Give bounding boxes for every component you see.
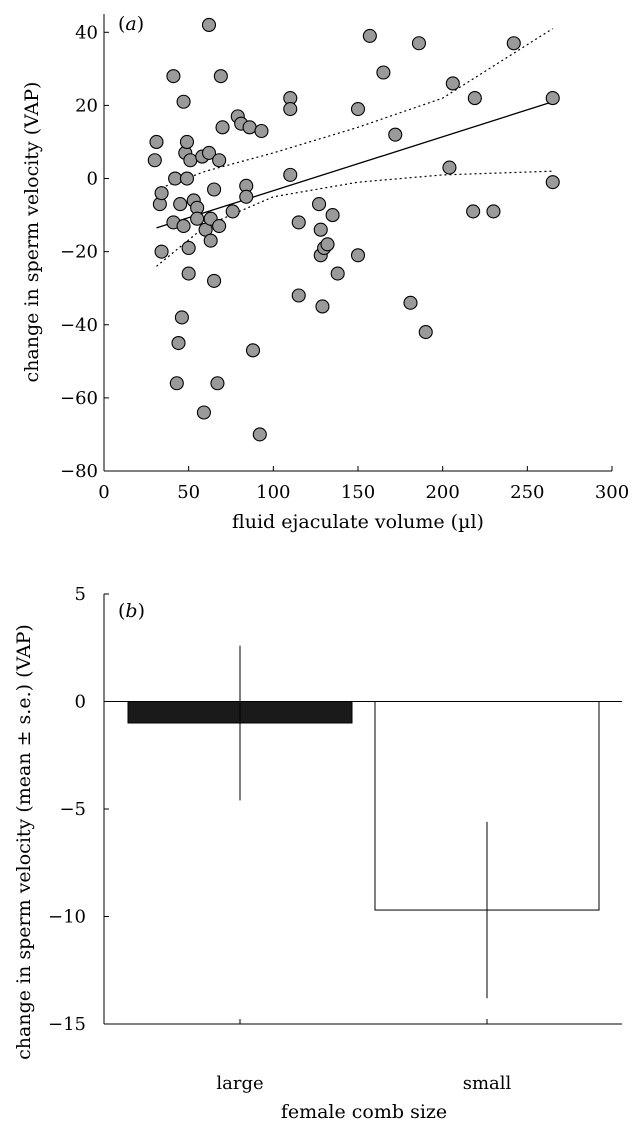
- scatter-point: [173, 197, 188, 212]
- y-axis-label-a: change in sperm velocity (VAP): [21, 82, 43, 383]
- confidence-band-lower: [156, 170, 553, 267]
- scatter-point: [350, 248, 366, 263]
- scatter-point: [166, 69, 181, 84]
- scatter-point: [174, 310, 189, 325]
- scatter-point: [291, 215, 306, 230]
- scatter-point: [315, 299, 330, 314]
- scatter-point: [442, 160, 457, 175]
- scatter-point: [545, 175, 560, 190]
- scatter-point: [506, 36, 521, 51]
- scatter-point: [239, 189, 254, 204]
- scatter-point: [183, 153, 198, 168]
- scatter-point: [207, 182, 222, 197]
- x-tick-label: 100: [256, 482, 290, 503]
- scatter-point: [466, 204, 481, 219]
- scatter-point: [445, 76, 460, 91]
- scatter-point: [403, 295, 418, 310]
- scatter-point: [254, 123, 269, 139]
- y-axis-ticks-a: −80 −60 −40 −20 0 20 40: [60, 22, 109, 482]
- scatter-point: [203, 233, 218, 248]
- y-axis-label-b: change in sperm velocity (mean ± s.e.) (…: [13, 624, 35, 1060]
- scatter-panel: (a) −80 −60 −40 −20 0 20 40 0 50 100 150 200 250 300…: [21, 13, 629, 533]
- scatter-point: [201, 145, 217, 160]
- scatter-point: [312, 197, 327, 212]
- scatter-point: [376, 65, 391, 80]
- scatter-point: [313, 222, 328, 237]
- bar-panel: (b) 5 0 −5 −10 −15 large small female comb si…: [13, 584, 622, 1123]
- scatter-point: [210, 376, 225, 391]
- scatter-point: [330, 266, 345, 281]
- scatter-point: [411, 36, 427, 51]
- y-tick-label: 5: [75, 584, 86, 605]
- panel-label-a: (a): [118, 13, 144, 35]
- scatter-point: [283, 102, 298, 117]
- scatter-point: [320, 237, 335, 252]
- scatter-point: [486, 204, 501, 219]
- scatter-point: [212, 218, 227, 234]
- scatter-point: [362, 28, 377, 43]
- scatter-point: [181, 266, 196, 281]
- x-tick-label: 50: [177, 482, 200, 503]
- y-tick-label: −80: [60, 461, 98, 482]
- x-axis-label-a: fluid ejaculate volume (µl): [232, 511, 484, 533]
- scatter-point: [418, 325, 433, 340]
- y-tick-label: −10: [48, 907, 86, 928]
- y-tick-label: −20: [60, 242, 98, 263]
- scatter-point: [168, 171, 183, 186]
- y-tick-label: 40: [75, 22, 98, 43]
- x-tick-label: 0: [98, 482, 109, 503]
- x-tick-label: 200: [425, 482, 459, 503]
- scatter-point: [176, 94, 191, 109]
- y-tick-label: 0: [87, 169, 98, 190]
- y-tick-label: −60: [60, 388, 98, 409]
- scatter-point: [215, 120, 230, 135]
- scatter-point: [467, 91, 482, 106]
- panel-label-b: (b): [118, 600, 145, 622]
- scatter-point: [201, 17, 217, 33]
- scatter-point: [171, 335, 186, 351]
- x-tick-label-large: large: [216, 1073, 263, 1094]
- bars: large small: [127, 645, 600, 1094]
- y-tick-label: −5: [59, 799, 86, 820]
- x-tick-label-small: small: [463, 1073, 512, 1094]
- x-tick-label: 150: [341, 482, 375, 503]
- scatter-point: [149, 134, 164, 150]
- scatter-point: [147, 153, 162, 168]
- y-tick-label: 20: [75, 95, 98, 116]
- scatter-point: [325, 208, 340, 223]
- scatter-point: [245, 343, 261, 358]
- x-tick-label: 300: [595, 482, 629, 503]
- scatter-point: [212, 153, 227, 168]
- confidence-band-upper: [156, 28, 554, 191]
- y-tick-label: 0: [75, 692, 86, 713]
- scatter-point: [350, 102, 366, 117]
- regression-line: [156, 101, 553, 229]
- scatter-point: [179, 134, 195, 150]
- x-axis-ticks-a: 0 50 100 150 200 250 300: [98, 466, 629, 503]
- scatter-point: [207, 273, 222, 288]
- scatter-point: [190, 211, 205, 226]
- y-tick-label: −40: [60, 315, 98, 336]
- scatter-point: [388, 127, 403, 142]
- scatter-point: [181, 240, 196, 256]
- data-points: [147, 17, 560, 442]
- scatter-point: [196, 405, 211, 420]
- scatter-point: [213, 69, 228, 84]
- y-tick-label: −15: [48, 1014, 86, 1035]
- scatter-point: [169, 376, 184, 391]
- scatter-point: [252, 427, 267, 442]
- scatter-point: [291, 288, 306, 303]
- scatter-point: [154, 186, 169, 201]
- scatter-point: [176, 218, 191, 234]
- y-axis-ticks-b: 5 0 −5 −10 −15: [48, 584, 109, 1035]
- scatter-point: [225, 204, 240, 219]
- x-axis-label-b: female comb size: [281, 1101, 447, 1123]
- scatter-point: [283, 167, 298, 182]
- scatter-point: [179, 171, 195, 186]
- scatter-point: [545, 91, 560, 106]
- scatter-point: [242, 120, 257, 135]
- x-tick-label: 250: [510, 482, 544, 503]
- scatter-point: [154, 244, 169, 259]
